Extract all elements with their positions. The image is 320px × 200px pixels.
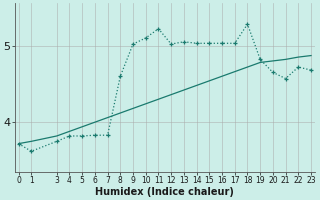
X-axis label: Humidex (Indice chaleur): Humidex (Indice chaleur)	[95, 187, 234, 197]
